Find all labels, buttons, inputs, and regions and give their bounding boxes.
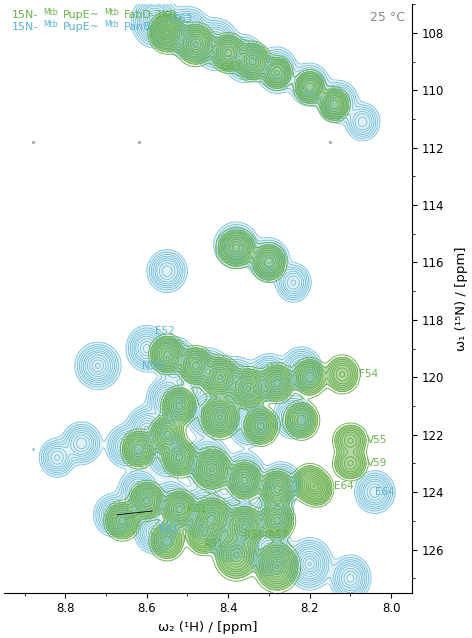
- Text: K61: K61: [160, 524, 179, 535]
- Text: G63: G63: [171, 13, 193, 24]
- Text: PupE~: PupE~: [63, 10, 100, 20]
- Text: Mtb: Mtb: [43, 8, 58, 17]
- Text: A51: A51: [204, 538, 224, 549]
- Text: 15N-: 15N-: [12, 10, 39, 20]
- Text: R56/A57: R56/A57: [244, 530, 289, 540]
- Text: 25 °C: 25 °C: [371, 11, 405, 24]
- Text: Mtb: Mtb: [104, 20, 118, 29]
- Text: G63: G63: [220, 63, 242, 72]
- Text: Mtb: Mtb: [104, 8, 118, 17]
- X-axis label: ω₂ (¹H) / [ppm]: ω₂ (¹H) / [ppm]: [158, 621, 258, 634]
- Text: FabD-3KR: FabD-3KR: [124, 10, 178, 20]
- Text: V59: V59: [367, 458, 387, 468]
- Text: K61: K61: [187, 504, 208, 514]
- Text: V55: V55: [367, 436, 387, 445]
- Text: 15N-: 15N-: [12, 22, 39, 32]
- Y-axis label: ω₁ (¹⁵N) / [ppm]: ω₁ (¹⁵N) / [ppm]: [455, 246, 468, 351]
- Text: E64: E64: [334, 481, 354, 491]
- Text: F54: F54: [359, 369, 378, 380]
- Text: PanB: PanB: [124, 22, 152, 32]
- Text: N50: N50: [142, 361, 163, 371]
- Text: PupE~: PupE~: [63, 22, 100, 32]
- Text: E64: E64: [375, 487, 395, 497]
- Text: E52: E52: [155, 327, 175, 336]
- Text: Mtb: Mtb: [43, 20, 58, 29]
